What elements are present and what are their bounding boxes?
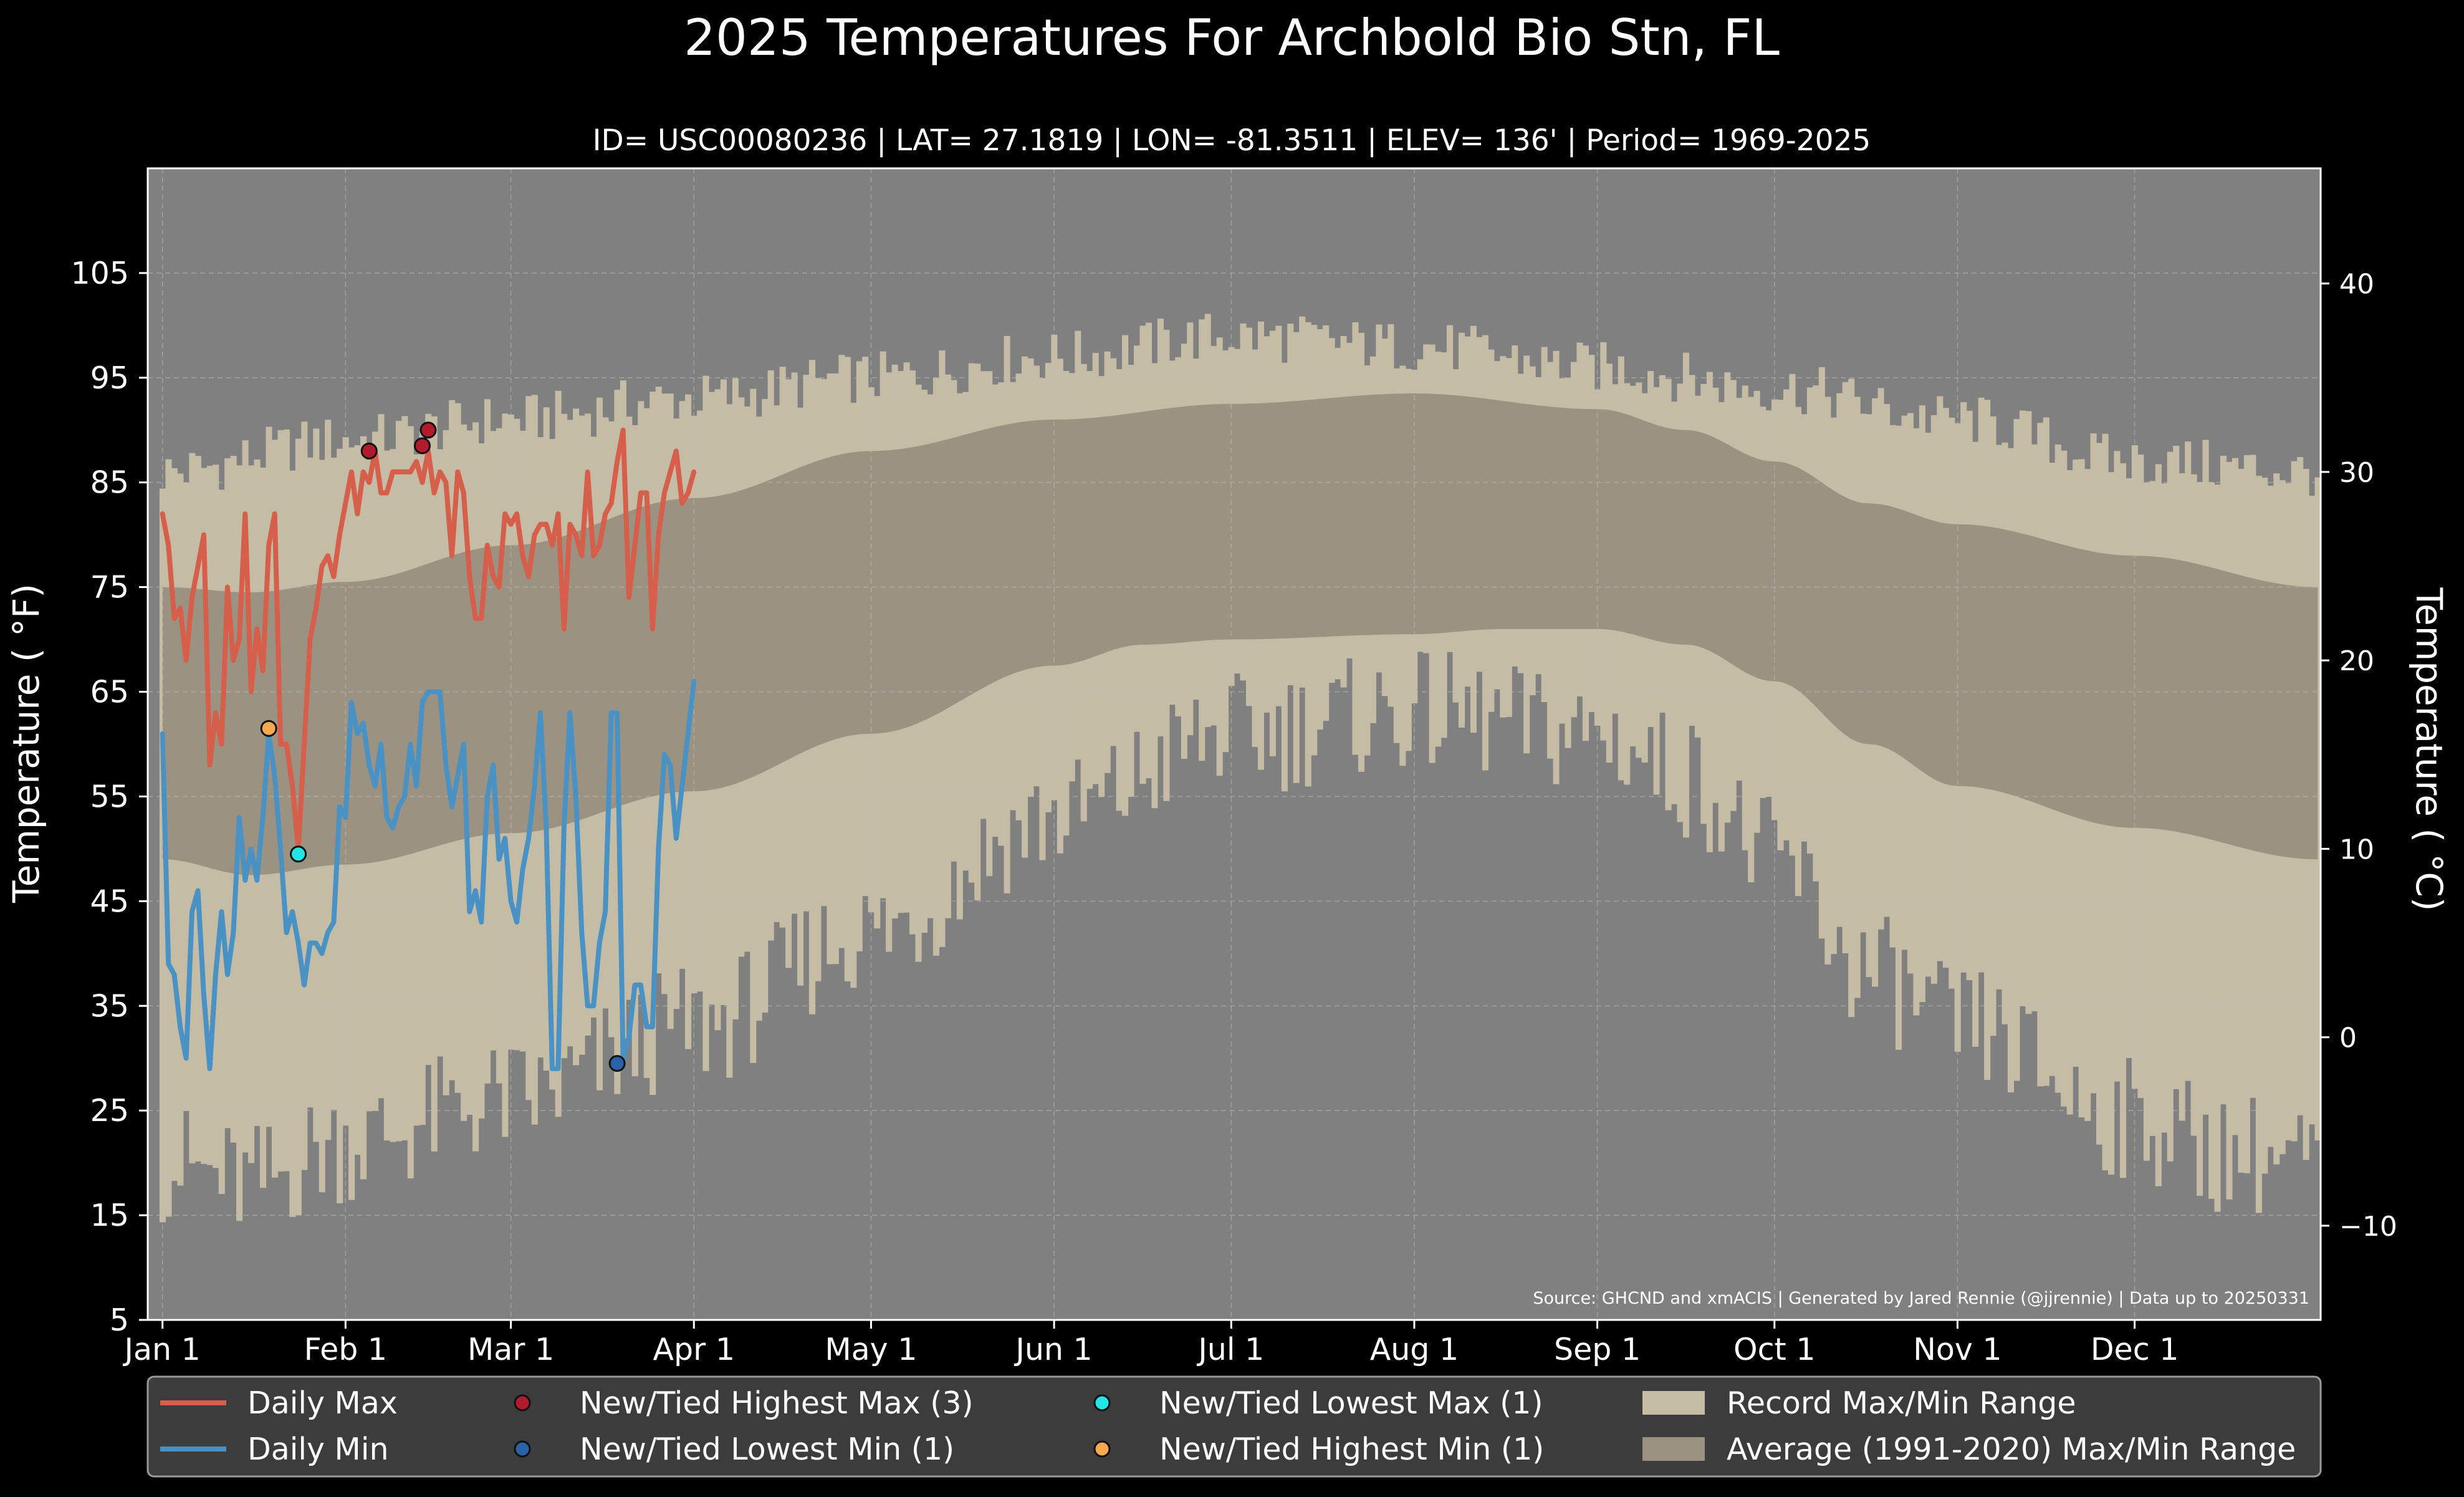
legend-label: New/Tied Lowest Max (1) [1159, 1385, 1543, 1421]
x-tick-label: Jan 1 [123, 1332, 201, 1367]
record-point [360, 442, 378, 460]
x-axis: Jan 1 Feb 1 Mar 1 Apr 1 May 1 Jun 1 Jul 1 Aug 1… [123, 1320, 2179, 1367]
y-axis-right: −10 0 10 20 30 40 [2321, 269, 2397, 1243]
x-tick-label: Nov 1 [1913, 1332, 2001, 1367]
record-range-bar [2214, 484, 2221, 1212]
legend-dot-swatch [514, 1440, 531, 1458]
legend-box [146, 1375, 2322, 1478]
record-point [608, 1055, 626, 1072]
y-tick-label: 15 [90, 1198, 129, 1233]
daily-min-line [160, 678, 697, 1071]
record-range-bar [2197, 482, 2203, 1196]
y-tick-label: 45 [90, 883, 129, 919]
y-axis-left: 5 15 25 35 45 55 65 75 85 95 105 [70, 256, 148, 1338]
x-tick-label: Jul 1 [1196, 1332, 1264, 1367]
x-tick-label: Feb 1 [304, 1332, 388, 1367]
y-right-tick-label: 40 [2339, 269, 2374, 301]
x-tick-label: Sep 1 [1554, 1332, 1641, 1367]
x-tick-label: Oct 1 [1733, 1332, 1815, 1367]
legend-patch-swatch [1642, 1391, 1705, 1415]
legend-entry: New/Tied Lowest Max (1) [1093, 1385, 1543, 1421]
legend-entry: Daily Max [160, 1385, 398, 1421]
x-tick-label: Dec 1 [2091, 1332, 2179, 1367]
chart-title: 2025 Temperatures For Archbold Bio Stn, … [684, 9, 1780, 67]
legend-entry: New/Tied Lowest Min (1) [514, 1432, 954, 1467]
source-note: Source: GHCND and xmACIS | Generated by … [1533, 1289, 2309, 1308]
legend-entry: Daily Min [160, 1432, 389, 1467]
y-axis-label-left: Temperature ( °F) [5, 584, 47, 903]
y-tick-label: 5 [110, 1302, 129, 1338]
y-axis-label-right: Temperature ( °C) [2408, 587, 2450, 911]
legend-patch-swatch [1642, 1437, 1705, 1461]
legend: Daily Max Daily Min New/Tied Highest Max (… [146, 1375, 2322, 1478]
y-right-tick-label: 10 [2339, 834, 2374, 865]
y-tick-label: 35 [90, 988, 129, 1024]
legend-dot-swatch [514, 1394, 531, 1412]
legend-label: Average (1991-2020) Max/Min Range [1727, 1432, 2296, 1467]
plot-area: Source: GHCND and xmACIS | Generated by … [146, 167, 2322, 1321]
normal-range-band [162, 393, 2318, 875]
legend-dot-swatch [1093, 1394, 1111, 1412]
record-point [260, 720, 277, 737]
y-right-tick-label: 30 [2339, 457, 2374, 489]
legend-label: Record Max/Min Range [1727, 1385, 2076, 1421]
record-range-bar [2208, 482, 2215, 1199]
legend-label: New/Tied Highest Min (1) [1159, 1432, 1544, 1467]
y-tick-label: 85 [90, 465, 129, 501]
legend-entry: New/Tied Highest Min (1) [1093, 1432, 1544, 1467]
x-tick-label: Jun 1 [1014, 1332, 1092, 1367]
x-tick-label: May 1 [825, 1332, 917, 1367]
legend-label: Daily Min [247, 1432, 389, 1467]
legend-entry: Average (1991-2020) Max/Min Range [1642, 1432, 2296, 1467]
y-right-tick-label: −10 [2339, 1211, 2397, 1243]
legend-label: Daily Max [247, 1385, 398, 1421]
chart-subtitle: ID= USC00080236 | LAT= 27.1819 | LON= -8… [593, 123, 1871, 158]
y-right-tick-label: 20 [2339, 645, 2374, 677]
legend-entry: Record Max/Min Range [1642, 1385, 2076, 1421]
x-tick-label: Aug 1 [1370, 1332, 1459, 1367]
y-tick-label: 105 [70, 256, 129, 291]
y-right-tick-label: 0 [2339, 1023, 2357, 1054]
y-tick-label: 75 [90, 570, 129, 605]
y-tick-label: 55 [90, 779, 129, 814]
legend-label: New/Tied Lowest Min (1) [580, 1432, 954, 1467]
record-point [419, 421, 437, 439]
y-tick-label: 65 [90, 675, 129, 710]
record-point [413, 437, 431, 455]
record-range-bar [2314, 477, 2321, 1141]
record-point [290, 845, 307, 863]
plot-frame [146, 167, 2322, 1321]
y-tick-label: 95 [90, 360, 129, 396]
x-tick-label: Mar 1 [467, 1332, 554, 1367]
y-tick-label: 25 [90, 1093, 129, 1129]
legend-dot-swatch [1093, 1440, 1111, 1458]
legend-entry: New/Tied Highest Max (3) [514, 1385, 974, 1421]
legend-label: New/Tied Highest Max (3) [580, 1385, 974, 1421]
x-tick-label: Apr 1 [653, 1332, 735, 1367]
